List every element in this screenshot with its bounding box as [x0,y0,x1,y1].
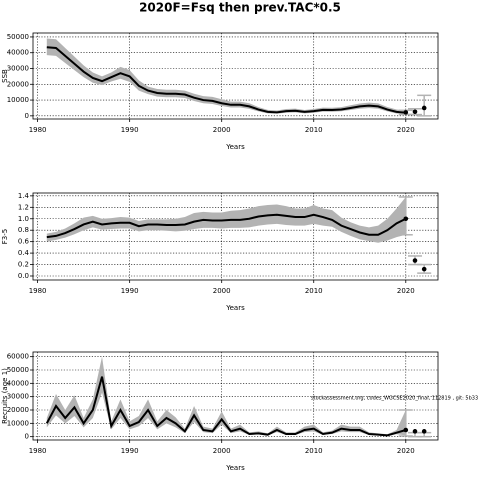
y-axis-label: Recruits (age 1) [1,368,9,424]
y-tick-label: 0.2 [18,261,29,269]
estimate-line [46,46,406,114]
y-tick-label: 20000 [7,80,29,88]
projection-point [403,216,409,222]
x-tick-label: 2010 [305,287,323,295]
y-tick-label: 0.4 [18,249,30,257]
y-tick-label: 30000 [7,393,29,401]
projection-point [412,258,418,263]
x-tick-label: 1980 [29,126,47,134]
x-tick-label: 1990 [121,126,139,134]
figure-title: 2020F=Fsq then prev.TAC*0.5 [139,1,341,15]
y-tick-label: 0.6 [18,238,30,246]
y-tick-label: 50000 [7,366,29,374]
estimate-line [45,376,407,437]
y-tick-label: 20000 [7,406,29,414]
y-tick-label: 0.8 [18,226,29,234]
y-tick-label: 60000 [7,353,29,361]
x-tick-label: 2020 [397,287,415,295]
confidence-band [46,356,406,436]
panel: 1980 1990 2000 2010 2020 0 10000 20000 30000 4000… [1,351,478,472]
y-tick-label: 40000 [7,379,29,387]
y-tick-label: 0.0 [18,272,29,280]
x-tick-label: 2020 [397,126,415,134]
projection-point [421,266,427,272]
y-tick-label: 50000 [7,33,29,41]
x-tick-label: 2000 [213,287,231,295]
projection-point [421,429,427,434]
x-tick-label: 1990 [121,287,139,295]
x-tick-label: 2010 [305,126,323,134]
y-tick-label: 0 [25,433,29,441]
projection-point [403,427,409,433]
y-axis-label: F3-5 [1,229,9,244]
x-tick-label: 1980 [29,287,47,295]
confidence-band [46,38,406,115]
x-tick-label: 2010 [305,447,323,455]
y-tick-label: 1.0 [18,215,29,223]
y-tick-label: 40000 [7,49,29,57]
panel: 1980 1990 2000 2010 2020 0.0 0.2 0.4 0.6 0.8 1.0 1.… [1,192,439,312]
y-tick-label: 30000 [7,65,29,73]
y-axis-label: SSB [1,69,9,83]
panel: 1980 1990 2000 2010 2020 0 10000 20000 30000 4000… [1,32,439,151]
x-tick-label: 2000 [213,126,231,134]
annotation: stockassessment.org, codes_WGCSE2020_fin… [311,396,478,402]
plot-frame [32,351,439,441]
y-tick-label: 1.4 [18,192,30,200]
estimate-line [46,213,407,239]
x-tick-label: 2020 [397,447,415,455]
plot-frame [32,192,439,281]
x-axis-label: Years [225,143,245,151]
x-tick-label: 1990 [121,447,139,455]
y-tick-label: 10000 [7,419,29,427]
y-tick-label: 1.2 [18,203,29,211]
y-tick-label: 10000 [7,96,29,104]
x-axis-label: Years [225,464,245,472]
y-tick-label: 0 [25,112,29,120]
projection-point [412,109,418,115]
projection-point [403,110,409,115]
projection-point [412,429,418,434]
x-tick-label: 2000 [213,447,231,455]
projection-point [421,105,427,111]
x-axis-label: Years [225,304,245,312]
plot-frame [32,32,439,120]
x-tick-label: 1980 [29,447,47,455]
